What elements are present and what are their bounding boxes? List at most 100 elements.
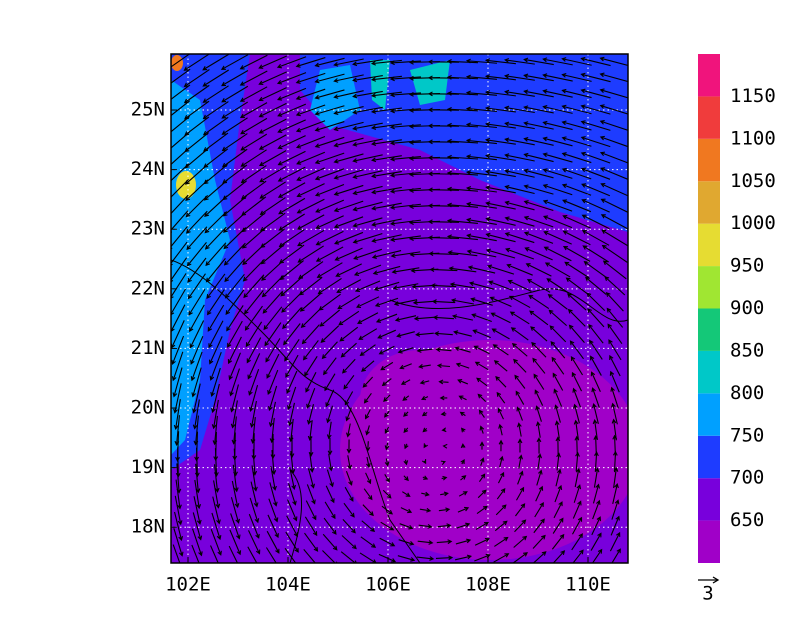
wind-arrow [189,320,205,349]
wind-arrow [515,486,525,501]
wind-arrow [324,501,336,520]
wind-arrow [418,524,433,529]
wind-arrow [361,520,376,533]
wind-arrow [594,451,599,472]
wind-arrow [326,405,333,424]
wind-arrow [498,439,504,452]
wind-arrow [437,523,452,529]
wind-arrow [465,106,497,112]
wind-arrow [460,475,467,481]
wind-arrow [247,353,261,380]
wind-arrow [399,523,414,530]
wind-arrow [460,427,466,433]
wind-arrow [373,281,400,292]
wind-arrow [210,529,222,556]
wind-arrow [581,198,610,213]
wind-arrow [314,136,345,148]
wind-arrow [382,489,392,499]
wind-arrow [547,293,568,310]
wind-arrow [468,281,495,290]
wind-arrow [243,290,264,315]
wind-arrow [561,136,592,147]
wind-arrow [543,215,573,229]
wind-arrow [561,57,592,66]
wind-arrow [586,292,606,312]
wind-arrow [427,155,460,161]
wind-arrow [553,501,563,519]
wind-arrow [296,214,325,230]
wind-arrow [601,229,628,247]
wind-arrow [232,464,239,493]
wind-arrow [403,411,409,417]
wind-arrow [460,459,465,465]
wind-arrow [251,465,258,492]
wind-arrow [366,456,371,469]
wind-arrow [341,535,357,550]
wind-arrow [451,314,474,321]
wind-arrow [599,104,628,115]
wind-arrow [575,451,580,472]
wind-arrow [297,245,324,263]
wind-arrow [478,473,486,483]
wind-arrow [484,90,516,97]
wind-arrow [476,505,488,515]
wind-arrow [192,528,203,557]
wind-arrow [225,289,245,316]
wind-arrow [290,450,296,475]
wind-arrow [542,168,573,179]
wind-arrow [171,335,185,365]
wind-arrow [265,338,281,363]
wind-arrow [417,540,434,545]
wind-arrow [400,507,413,514]
wind-arrow [427,187,460,193]
wind-arrow [303,549,319,563]
wind-arrow [542,152,573,163]
wind-arrow [504,89,535,97]
wind-arrow [307,468,316,489]
wind-arrow [258,150,287,166]
x-tick-label: 106E [365,574,411,596]
wind-arrow [389,76,422,82]
wind-arrow [268,498,279,523]
wind-arrow [570,356,584,376]
wind-arrow [532,534,546,549]
colorbar-label: 1000 [730,212,776,234]
wind-arrow [514,374,526,389]
wind-arrow [325,485,335,504]
wind-arrow [389,108,421,114]
wind-arrow [231,480,240,509]
wind-arrow [460,443,466,449]
wind-arrow [352,201,383,212]
wind-arrow [306,388,316,409]
wind-arrow [202,69,229,87]
wind-arrow [449,282,476,289]
wind-arrow [323,517,337,535]
wind-arrow [485,153,516,161]
wind-arrow [190,351,203,382]
wind-arrow [474,537,490,546]
wind-arrow [228,545,239,563]
wind-arrow [380,521,395,531]
wind-arrow [174,511,184,542]
wind-arrow [587,308,605,328]
wind-arrow [295,57,326,68]
map-field [171,54,628,563]
wind-arrow [171,54,191,68]
wind-arrow [345,471,353,486]
wind-arrow [363,392,372,404]
wind-arrow [504,105,535,114]
wind-arrow [242,258,265,282]
wind-arrow [314,105,345,116]
wind-arrow [583,261,608,279]
wind-arrow [352,90,383,99]
wind-arrow [244,305,263,331]
wind-arrow [552,372,564,391]
wind-arrow [202,101,229,120]
wind-arrow [187,273,206,300]
wind-arrow [378,553,397,563]
wind-arrow [544,262,571,278]
wind-arrow [333,169,364,180]
wind-arrow [448,266,477,273]
wind-arrow [535,405,542,422]
wind-arrow [204,226,227,250]
